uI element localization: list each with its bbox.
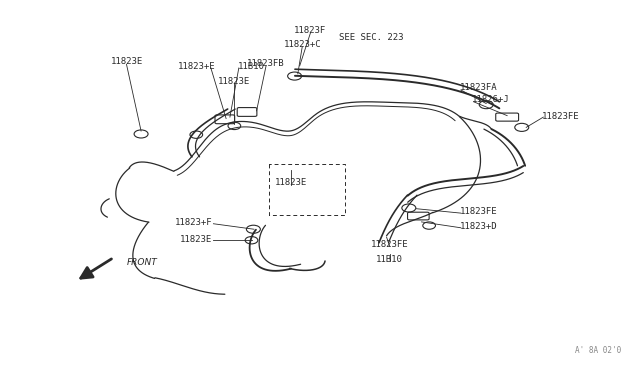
Text: SEE SEC. 223: SEE SEC. 223	[339, 33, 404, 42]
Text: A' 8A 02'0: A' 8A 02'0	[575, 346, 621, 355]
Text: 11B10: 11B10	[376, 255, 403, 264]
Text: 11823FE: 11823FE	[371, 240, 408, 249]
Text: 11823FB: 11823FB	[247, 59, 285, 68]
Text: 11823+C: 11823+C	[284, 41, 321, 49]
Text: 11823+F: 11823+F	[175, 218, 212, 227]
Text: 11823FE: 11823FE	[542, 112, 580, 121]
Text: 11823FE: 11823FE	[460, 207, 497, 216]
Text: 11823FA: 11823FA	[460, 83, 497, 92]
Text: 11823+D: 11823+D	[460, 222, 497, 231]
Text: 11823E: 11823E	[218, 77, 250, 86]
Text: 11823F: 11823F	[294, 26, 326, 35]
Text: 11B10: 11B10	[237, 62, 264, 71]
Text: 11823E: 11823E	[275, 178, 308, 187]
Text: 11823+E: 11823+E	[178, 62, 215, 71]
Text: 11826+J: 11826+J	[472, 95, 510, 105]
Text: 11823E: 11823E	[180, 235, 212, 244]
Text: FRONT: FRONT	[127, 259, 157, 267]
Text: 11823E: 11823E	[110, 57, 143, 66]
